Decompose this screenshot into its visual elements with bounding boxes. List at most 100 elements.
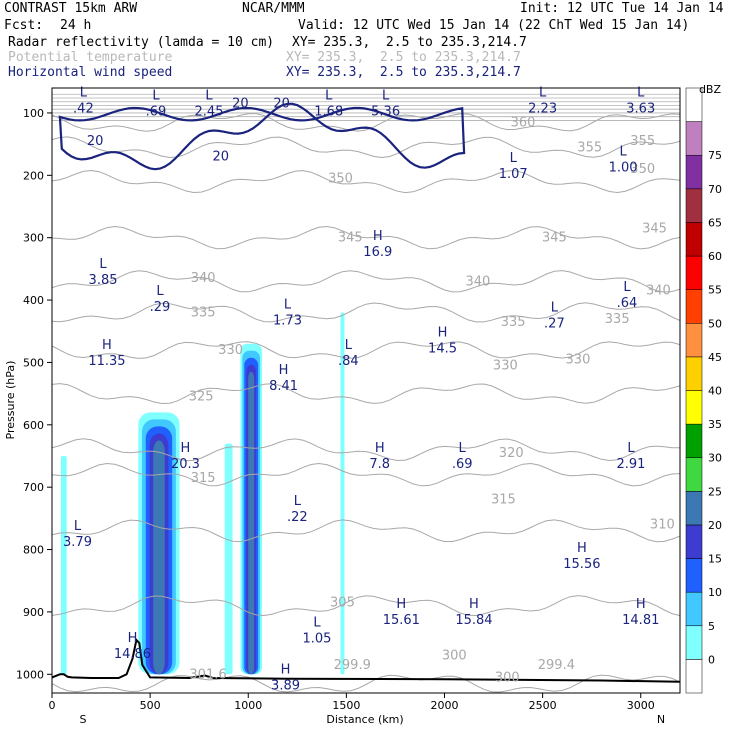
wind-extremum-value: 3.63 [626, 101, 655, 116]
colorbar-swatch [685, 323, 703, 358]
wind-extremum-type: H [396, 597, 406, 612]
theta-contour-label: 330 [493, 359, 518, 374]
wind-extremum-value: .84 [338, 354, 359, 369]
theta-contour-label: 350 [328, 171, 353, 186]
wind-extremum-value: 11.35 [88, 354, 125, 369]
wind-extremum-type: L [205, 89, 213, 104]
wind-extremum-value: 1.05 [302, 632, 331, 647]
x-tick-label: 1000 [234, 699, 262, 712]
wind-extremum-type: H [281, 662, 291, 677]
wind-extremum-type: L [623, 280, 631, 295]
wind-contour-label: 20 [273, 97, 290, 112]
colorbar-level-label: 60 [708, 250, 722, 263]
x-tick-label: 500 [140, 699, 161, 712]
wind-extremum-type: H [577, 541, 587, 556]
y-tick-label: 400 [23, 294, 44, 307]
colorbar-swatch [685, 423, 703, 458]
wind-contours [58, 102, 466, 171]
colorbar-level-label: 20 [708, 519, 722, 532]
colorbar-swatch [685, 558, 703, 593]
wind-extremum-value: 1.68 [314, 105, 343, 120]
terrain-layer [52, 637, 680, 683]
colorbar-level-label: 55 [708, 284, 722, 297]
wind-extremum-value: 20.3 [171, 457, 200, 472]
wind-extremum-value: .29 [150, 300, 171, 315]
colorbar-swatch [685, 356, 703, 391]
theta-contour-label: 340 [191, 271, 216, 286]
theta-contour-label: 315 [491, 493, 516, 508]
wind-extremum-value: 2.45 [195, 105, 224, 120]
wind-extremum-value: .22 [287, 510, 308, 525]
field-theta-xy: XY= 235.3, 2.5 to 235.3,214.7 [286, 50, 521, 65]
wind-extremum-value: 7.8 [369, 457, 390, 472]
colorbar: 0 5 10 15 20 25 30 35 40 45 50 55 60 65 70 75 [685, 87, 722, 694]
theta-contours [52, 93, 680, 693]
wind-extremum-value: 2.91 [616, 457, 645, 472]
theta-contour [52, 595, 680, 617]
wind-extremum-type: L [382, 89, 390, 104]
field-reflectivity-xy: XY= 235.3, 2.5 to 235.3,214.7 [292, 35, 527, 50]
theta-contour-label: 315 [191, 471, 216, 486]
theta-contour [52, 169, 680, 194]
theta-contour-label: 299.4 [538, 658, 575, 673]
wind-extremum-value: .69 [146, 105, 167, 120]
x-tick-label: 1500 [332, 699, 360, 712]
colorbar-swatch [685, 659, 703, 694]
wind-extremum-value: .42 [73, 101, 94, 116]
colorbar-swatch [685, 188, 703, 223]
wind-extremum-type: H [438, 326, 448, 341]
theta-contour [52, 462, 680, 487]
x-tick-label: 2000 [431, 699, 459, 712]
colorbar-level-label: 75 [708, 149, 722, 162]
reflectivity-layer [60, 312, 345, 675]
wind-extremum-type: H [375, 441, 385, 456]
wind-extremum-value: .69 [452, 457, 473, 472]
theta-contour-label: 355 [577, 140, 602, 155]
theta-contour [52, 136, 680, 159]
theta-contour [52, 270, 680, 293]
wind-extremum-type: H [128, 631, 138, 646]
wind-extremum-type: L [459, 441, 467, 456]
theta-contour-label: 300 [442, 649, 467, 664]
colorbar-level-label: 45 [708, 351, 722, 364]
wind-extremum-value: 15.61 [383, 613, 420, 628]
theta-contour-label: 335 [191, 306, 216, 321]
wind-extremum-type: H [181, 441, 191, 456]
wind-extremum-type: L [74, 519, 82, 534]
north-label: N [657, 713, 665, 726]
colorbar-level-label: 10 [708, 586, 722, 599]
wind-contour-20 [58, 102, 466, 171]
colorbar-swatch [685, 121, 703, 156]
wind-extremum-type: L [551, 301, 559, 316]
field-reflectivity-name: Radar reflectivity (lamda = 10 cm) [8, 35, 275, 50]
x-tick-label: 0 [49, 699, 56, 712]
wind-extremum-value: 14.86 [114, 647, 151, 662]
wind-extremum-type: L [80, 85, 88, 100]
wind-extremum-value: 1.07 [499, 167, 528, 182]
y-tick-label: 200 [23, 169, 44, 182]
wind-extremum-value: 2.23 [528, 101, 557, 116]
y-tick-label: 500 [23, 356, 44, 369]
reflectivity-cell [153, 440, 165, 675]
wind-extremum-value: 5.36 [371, 105, 400, 120]
wind-extremum-type: L [152, 89, 160, 104]
theta-contour-label: 330 [218, 343, 243, 358]
wind-extremum-type: L [637, 85, 645, 100]
theta-contour-label: 305 [330, 596, 355, 611]
colorbar-swatch [685, 524, 703, 559]
wind-contour-label: 20 [213, 150, 230, 165]
theta-contour-label: 300 [495, 670, 520, 685]
colorbar-swatch [685, 289, 703, 324]
wind-extremum-value: 3.79 [63, 535, 92, 550]
colorbar-swatch [685, 87, 703, 122]
wind-extremum-type: L [313, 616, 321, 631]
colorbar-level-label: 5 [708, 620, 715, 633]
theta-contour-label: 345 [338, 231, 363, 246]
colorbar-swatch [685, 591, 703, 627]
theta-contour-label: 299.9 [334, 658, 371, 673]
colorbar-level-label: 25 [708, 485, 722, 498]
wind-extremum-value: 15.84 [455, 613, 492, 628]
theta-contour-label: 330 [566, 352, 591, 367]
wind-extremum-value: 8.41 [269, 379, 298, 394]
